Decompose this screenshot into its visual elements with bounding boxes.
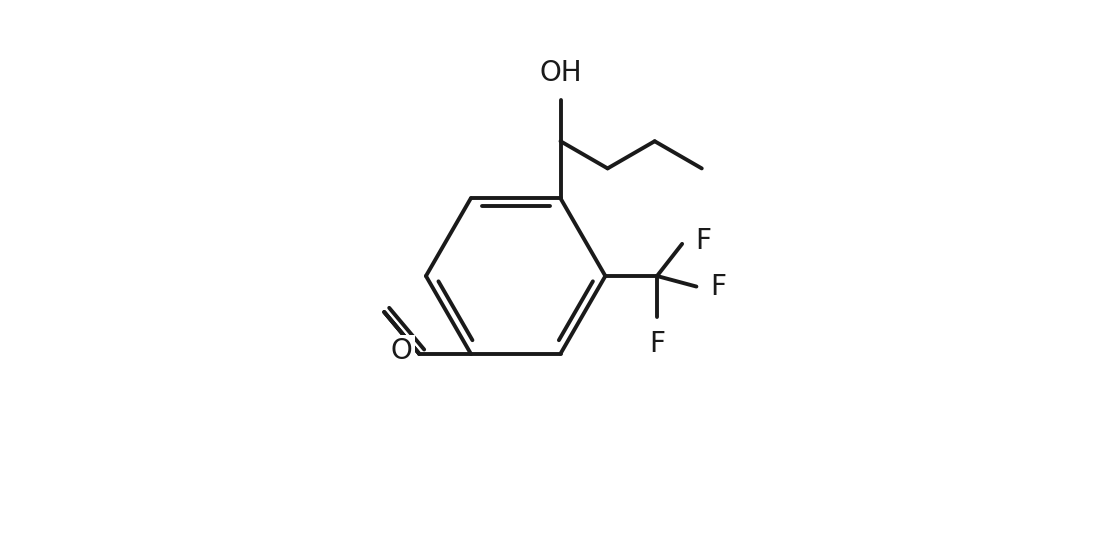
Text: O: O <box>391 337 412 365</box>
Text: F: F <box>695 227 712 255</box>
Text: F: F <box>710 273 726 300</box>
Text: F: F <box>649 330 665 358</box>
Text: OH: OH <box>539 59 582 87</box>
